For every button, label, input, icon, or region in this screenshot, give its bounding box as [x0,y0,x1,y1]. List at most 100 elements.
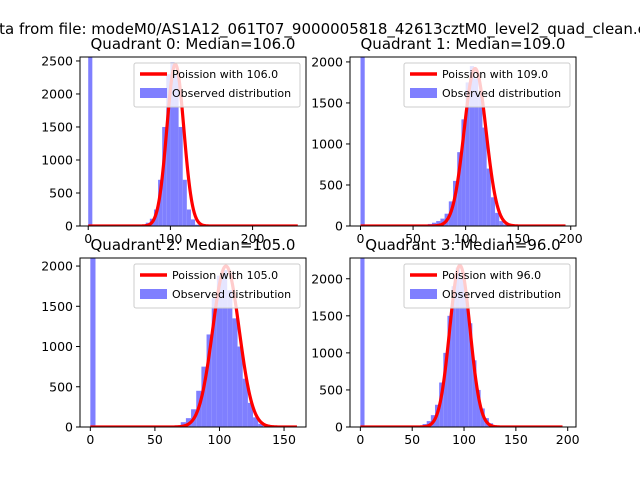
histogram-bar [190,219,196,226]
y-tick-label: 1500 [41,299,73,314]
y-tick-label: 500 [319,177,343,192]
y-tick-label: 1500 [41,119,73,134]
x-tick-label: 200 [556,432,580,447]
histogram-bar [222,270,228,427]
histogram-bar [469,66,475,226]
histogram-bar [166,74,171,226]
y-tick-label: 0 [335,219,343,234]
histogram-bar [499,221,504,226]
histogram-bar [360,57,365,226]
legend-fit-label: Poission with 105.0 [172,269,278,282]
histogram-bar [253,417,259,427]
histogram-bar [216,275,223,427]
histogram-bar [503,224,508,226]
x-tick-label: 200 [241,231,265,246]
y-tick-label: 2000 [311,271,343,286]
panel-title: Quadrant 1: Median=109.0 [361,35,566,53]
x-tick-label: 150 [506,231,530,246]
histogram-bar [178,126,183,226]
histogram-bar [457,152,462,226]
panel-title: Quadrant 2: Median=105.0 [91,236,296,254]
y-tick-label: 1500 [311,308,343,323]
x-tick-label: 100 [208,432,232,447]
x-tick-label: 150 [504,432,528,447]
y-tick-label: 1000 [311,136,343,151]
y-tick-label: 2000 [41,259,73,274]
legend-box [403,263,571,309]
histogram-bar [453,180,458,226]
y-tick-label: 2500 [41,53,73,68]
panel-title: Quadrant 3: Median=96.0 [365,236,560,254]
y-tick-label: 2000 [41,86,73,101]
axes-frame [349,257,577,428]
histogram-bar [447,315,452,427]
histogram-bar [182,179,187,226]
plot-area [89,258,298,427]
x-tick-label: 0 [357,231,365,246]
fit-line [89,264,298,427]
histogram-bar [201,366,207,427]
histogram-bar [232,318,238,427]
histogram-bar [211,298,217,427]
histogram-bar [247,402,254,427]
histogram-bar [186,209,191,226]
y-tick-label: 1000 [41,152,73,167]
x-tick-label: 100 [452,432,476,447]
y-tick-label: 2000 [311,54,343,69]
histogram-bar [242,378,248,427]
histogram-bar [459,278,465,427]
panel-title: Quadrant 0: Median=106.0 [91,35,296,53]
histogram-bar [465,82,470,226]
legend-box [403,62,571,108]
legend: Poission with 106.0 Observed distribution [133,62,301,108]
legend-hist-label: Observed distribution [172,87,291,100]
y-tick-label: 500 [319,382,343,397]
histogram-bar [170,62,175,226]
legend-hist-swatch [410,88,437,98]
histogram-bar [451,286,456,427]
histogram-bar [482,127,487,226]
x-tick-label: 100 [158,231,182,246]
y-tick-label: 1500 [311,95,343,110]
histogram-bar [237,346,243,427]
legend-hist-label: Observed distribution [442,288,561,301]
histogram-bar [206,334,212,427]
axes-frame [79,257,307,428]
histogram-bar [455,267,460,427]
legend: Poission with 96.0 Observed distribution [403,263,571,309]
plot-area [87,57,299,226]
histogram-bar [88,57,93,226]
histogram-bar [476,389,481,427]
plot-area [359,57,567,226]
legend: Poission with 105.0 Observed distribution [133,263,301,309]
y-tick-label: 1000 [311,345,343,360]
legend-hist-swatch [410,289,437,299]
x-tick-label: 50 [147,432,163,447]
x-tick-label: 0 [356,432,364,447]
x-tick-label: 0 [86,432,94,447]
legend: Poission with 109.0 Observed distribution [403,62,571,108]
x-tick-label: 100 [454,231,478,246]
legend-box [133,263,301,309]
histogram-bar [495,212,500,226]
x-tick-label: 50 [404,432,420,447]
y-tick-label: 500 [49,185,73,200]
legend-box [133,62,301,108]
y-tick-label: 0 [65,219,73,234]
fit-line [87,62,299,226]
histogram-bar [162,126,167,226]
legend-fit-label: Poission with 106.0 [172,68,278,81]
histogram-bar [468,323,473,427]
histogram-bar [486,168,491,226]
y-tick-label: 0 [335,420,343,435]
histogram-bar [436,221,441,226]
histogram-bar [227,290,233,427]
legend-hist-label: Observed distribution [442,87,561,100]
x-tick-label: 0 [84,231,92,246]
histogram-bar [174,74,179,226]
histogram-bar [464,293,469,427]
